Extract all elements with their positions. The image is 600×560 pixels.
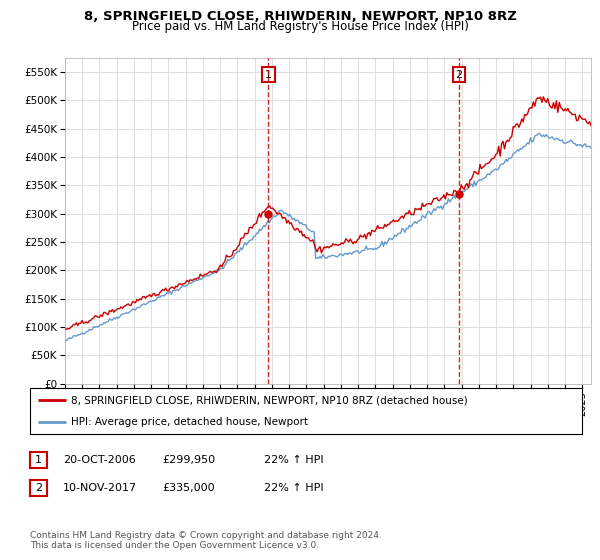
Text: 8, SPRINGFIELD CLOSE, RHIWDERIN, NEWPORT, NP10 8RZ (detached house): 8, SPRINGFIELD CLOSE, RHIWDERIN, NEWPORT… xyxy=(71,395,468,405)
Text: 22% ↑ HPI: 22% ↑ HPI xyxy=(264,455,323,465)
Text: Price paid vs. HM Land Registry's House Price Index (HPI): Price paid vs. HM Land Registry's House … xyxy=(131,20,469,33)
Text: HPI: Average price, detached house, Newport: HPI: Average price, detached house, Newp… xyxy=(71,417,308,427)
Text: 8, SPRINGFIELD CLOSE, RHIWDERIN, NEWPORT, NP10 8RZ: 8, SPRINGFIELD CLOSE, RHIWDERIN, NEWPORT… xyxy=(83,10,517,23)
Text: Contains HM Land Registry data © Crown copyright and database right 2024.
This d: Contains HM Land Registry data © Crown c… xyxy=(30,531,382,550)
Text: £335,000: £335,000 xyxy=(162,483,215,493)
Text: 2: 2 xyxy=(35,483,42,493)
Text: 22% ↑ HPI: 22% ↑ HPI xyxy=(264,483,323,493)
Text: £299,950: £299,950 xyxy=(162,455,215,465)
Text: 2: 2 xyxy=(455,69,463,80)
Text: 20-OCT-2006: 20-OCT-2006 xyxy=(63,455,136,465)
Text: 10-NOV-2017: 10-NOV-2017 xyxy=(63,483,137,493)
Text: 1: 1 xyxy=(35,455,42,465)
Text: 1: 1 xyxy=(265,69,272,80)
